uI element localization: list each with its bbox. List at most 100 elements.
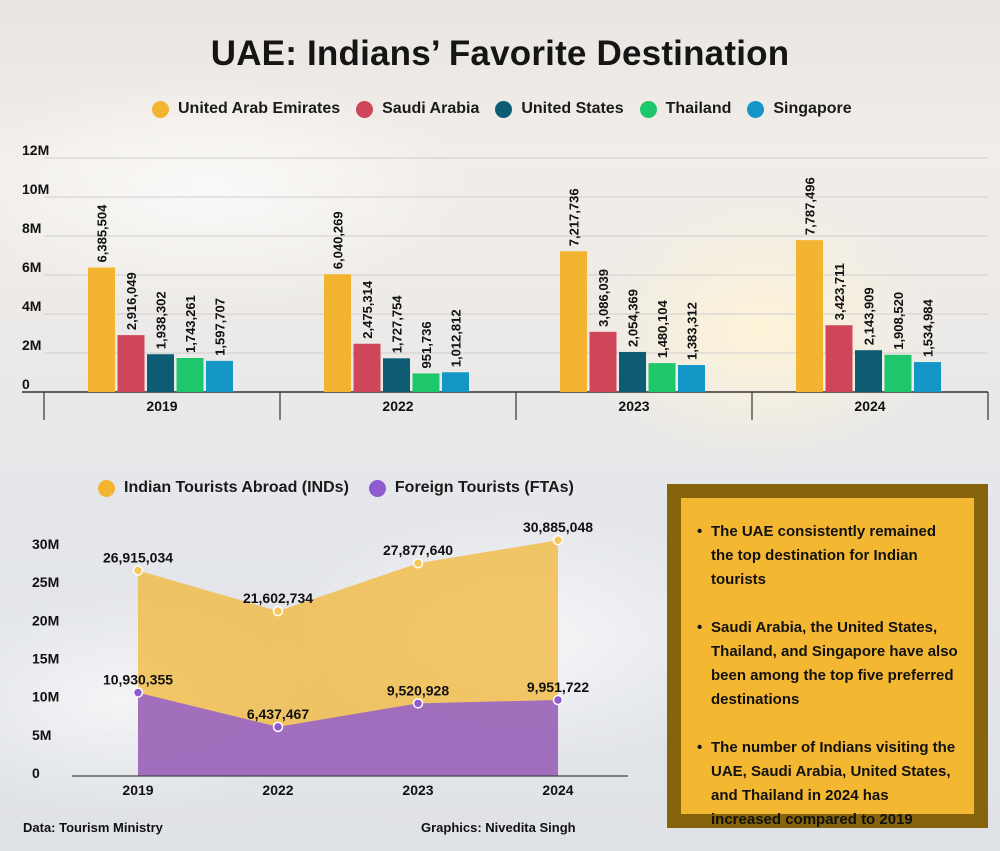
bar-value-label: 3,086,039 bbox=[596, 269, 611, 327]
y-tick-label: 4M bbox=[22, 298, 41, 314]
bullet-icon: • bbox=[697, 619, 703, 636]
y-tick-label: 15M bbox=[32, 651, 59, 667]
bar bbox=[884, 354, 912, 392]
key-finding: • Saudi Arabia, the United States, Thaila… bbox=[697, 616, 958, 712]
area-point bbox=[552, 694, 564, 706]
legend-swatch-icon bbox=[152, 100, 169, 118]
legend-label: Singapore bbox=[773, 100, 852, 117]
legend-label: Indian Tourists Abroad (INDs) bbox=[124, 479, 349, 496]
bar bbox=[147, 354, 174, 392]
graphics-credit: Graphics: Nivedita Singh bbox=[421, 820, 576, 835]
x-category-label: 2023 bbox=[402, 782, 433, 798]
bar bbox=[442, 372, 469, 392]
bar bbox=[353, 343, 381, 392]
key-finding: • The UAE consistently remained the top d… bbox=[697, 520, 958, 592]
legend-swatch-icon bbox=[368, 479, 386, 497]
bar-value-label: 2,143,909 bbox=[862, 287, 877, 345]
bar-legend-item: Saudi Arabia bbox=[356, 100, 479, 118]
bar-value-label: 7,787,496 bbox=[803, 177, 818, 235]
y-tick-label: 5M bbox=[32, 727, 51, 743]
x-category-label: 2023 bbox=[618, 398, 649, 414]
area-value-label: 9,951,722 bbox=[527, 679, 589, 695]
bar-legend-item: United Arab Emirates bbox=[152, 100, 340, 118]
area-value-label: 10,930,355 bbox=[103, 672, 173, 688]
bar bbox=[88, 267, 115, 392]
bar-value-label: 951,736 bbox=[419, 321, 434, 368]
bar bbox=[117, 335, 145, 392]
bar bbox=[560, 251, 587, 392]
bar bbox=[678, 365, 705, 392]
y-tick-label: 10M bbox=[22, 181, 49, 197]
area-value-label: 27,877,640 bbox=[383, 542, 453, 558]
area-value-label: 21,602,734 bbox=[243, 590, 313, 606]
y-tick-label: 6M bbox=[22, 259, 41, 275]
bar-value-label: 3,423,711 bbox=[832, 263, 847, 320]
area-series-ftas bbox=[138, 692, 558, 776]
area-point bbox=[132, 687, 144, 698]
y-tick-label: 12M bbox=[22, 142, 49, 158]
legend-label: Foreign Tourists (FTAs) bbox=[394, 479, 574, 496]
page-title: UAE: Indians’ Favorite Destination bbox=[210, 34, 790, 73]
bar-legend-item: Thailand bbox=[639, 100, 732, 118]
bar-chart: 0 2M 4M 6M 8M 10M 12M 2019 6,385,504 2,916,049 1,9… bbox=[22, 142, 989, 420]
key-finding-text: The number of Indians visiting the UAE, … bbox=[711, 739, 956, 828]
bar-legend-item: United States bbox=[495, 100, 624, 118]
legend-swatch-icon bbox=[98, 479, 115, 497]
area-point bbox=[412, 557, 424, 569]
x-category-label: 2019 bbox=[146, 398, 177, 414]
area-chart: 0 5M 10M 15M 20M 25M 30M 2019 2022 2023 2024 26,915… bbox=[32, 519, 628, 798]
key-findings-box: • The UAE consistently remained the top d… bbox=[667, 484, 988, 828]
key-finding: • The number of Indians visiting the UAE,… bbox=[697, 736, 958, 832]
bar-value-label: 6,385,504 bbox=[95, 204, 110, 263]
legend-label: Thailand bbox=[665, 100, 732, 117]
bar bbox=[206, 360, 233, 392]
legend-swatch-icon bbox=[747, 100, 765, 118]
bar bbox=[412, 373, 440, 392]
bar-value-label: 1,727,754 bbox=[390, 295, 405, 354]
bar bbox=[796, 240, 823, 392]
key-finding-text: The UAE consistently remained the top de… bbox=[711, 523, 937, 588]
x-category-label: 2022 bbox=[262, 782, 293, 798]
area-point bbox=[412, 698, 424, 709]
y-tick-label: 30M bbox=[32, 536, 59, 552]
bar bbox=[383, 358, 410, 392]
bar-value-label: 1,597,707 bbox=[213, 298, 228, 356]
area-point bbox=[132, 565, 144, 576]
data-source: Data: Tourism Ministry bbox=[23, 820, 163, 835]
bar bbox=[589, 331, 617, 392]
bar bbox=[914, 362, 941, 392]
area-point bbox=[272, 605, 284, 617]
area-legend-item: Foreign Tourists (FTAs) bbox=[368, 479, 574, 497]
area-value-label: 26,915,034 bbox=[103, 550, 173, 566]
area-value-label: 6,437,467 bbox=[247, 706, 309, 722]
area-chart-legend: Indian Tourists Abroad (INDs) Foreign Tou… bbox=[98, 479, 594, 497]
bar-value-label: 1,534,984 bbox=[921, 298, 936, 357]
bar-value-label: 1,938,302 bbox=[154, 291, 169, 349]
bullet-icon: • bbox=[697, 739, 703, 756]
x-category-label: 2024 bbox=[542, 782, 573, 798]
legend-label: United States bbox=[521, 100, 624, 117]
bar bbox=[648, 363, 676, 392]
bar bbox=[619, 351, 646, 392]
bar-value-label: 1,743,261 bbox=[183, 295, 198, 353]
bar-value-label: 2,916,049 bbox=[124, 272, 139, 330]
x-category-label: 2019 bbox=[122, 782, 153, 798]
key-finding-text: Saudi Arabia, the United States, Thailan… bbox=[711, 619, 958, 708]
bar bbox=[324, 274, 351, 392]
legend-swatch-icon bbox=[495, 100, 513, 118]
bar-value-label: 1,012,812 bbox=[449, 309, 464, 367]
bar-value-label: 1,480,104 bbox=[655, 300, 670, 359]
legend-swatch-icon bbox=[356, 100, 374, 118]
area-point bbox=[552, 534, 564, 546]
y-tick-label: 2M bbox=[22, 337, 41, 353]
y-tick-label: 8M bbox=[22, 220, 41, 236]
bar-value-label: 7,217,736 bbox=[567, 188, 582, 246]
legend-swatch-icon bbox=[639, 100, 657, 118]
bar bbox=[825, 325, 853, 392]
area-value-label: 30,885,048 bbox=[523, 519, 593, 535]
bar-chart-legend: United Arab Emirates Saudi Arabia United S… bbox=[152, 100, 852, 118]
bar-value-label: 1,908,520 bbox=[891, 292, 906, 350]
bar-value-label: 2,054,369 bbox=[626, 289, 641, 347]
y-tick-label: 25M bbox=[32, 574, 59, 590]
x-category-label: 2022 bbox=[382, 398, 413, 414]
